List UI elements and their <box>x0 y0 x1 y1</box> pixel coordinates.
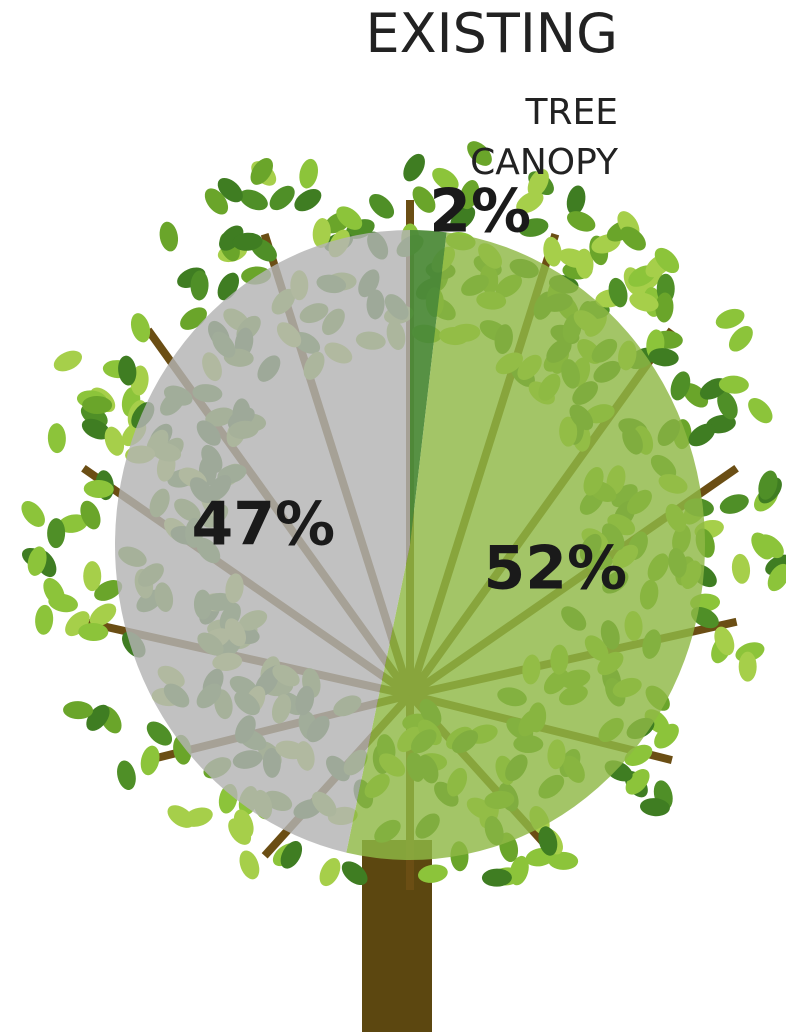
chart-title: EXISTING <box>366 2 618 65</box>
page: 2%52%47% EXISTING TREE CANOPY (() => { c… <box>0 0 786 1032</box>
leaf <box>290 184 325 215</box>
value-label: 47% <box>192 489 336 559</box>
leaf <box>717 491 751 518</box>
leaf <box>739 652 757 682</box>
leaf <box>365 189 399 223</box>
leaf <box>83 561 101 591</box>
leaf <box>265 181 299 215</box>
leaf <box>50 346 85 375</box>
leaf <box>315 855 344 890</box>
leaf <box>128 311 154 345</box>
leaf <box>34 604 54 635</box>
leaf <box>17 497 50 532</box>
leaf <box>730 553 751 585</box>
leaf <box>236 848 263 882</box>
value-label: 52% <box>484 533 628 603</box>
chart: 2%52%47% <box>0 0 786 1032</box>
leaf <box>47 423 66 454</box>
leaf <box>157 220 180 253</box>
leaf <box>743 394 777 428</box>
trunk <box>362 840 432 1032</box>
leaf <box>138 744 162 777</box>
leaf <box>297 157 321 190</box>
leaf <box>399 150 430 185</box>
chart-subtitle: TREE CANOPY <box>428 88 618 188</box>
leaf <box>114 759 138 792</box>
